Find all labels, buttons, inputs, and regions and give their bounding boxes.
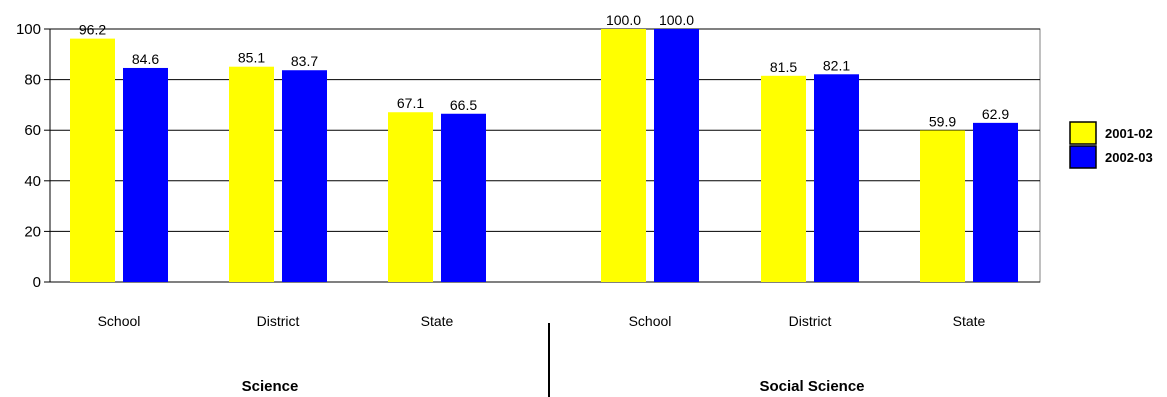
legend-label-2002-03: 2002-03 [1105,150,1153,165]
legend-swatch-2002-03 [1069,145,1097,169]
y-tick-label: 60 [24,122,41,139]
data-label: 84.6 [132,51,159,67]
bar-2002-03-district [282,70,327,282]
y-axis: 0 20 40 60 80 100 [16,21,1040,291]
x-tick-label: State [953,313,986,329]
bar-2002-03-state [441,113,486,282]
group-label-science: Science [242,378,299,395]
bar-2001-02-district [229,66,274,283]
bar-2002-03-district [814,74,859,282]
bar-2001-02-state [920,130,965,282]
data-label: 81.5 [770,59,797,75]
x-tick-label: School [629,313,672,329]
gridlines [50,28,1040,232]
data-label: 67.1 [397,95,424,111]
data-label: 66.5 [450,97,477,113]
data-label: 85.1 [238,50,265,66]
bars [70,29,1018,283]
data-label: 96.2 [79,22,106,38]
bar-2002-03-school [123,67,168,282]
data-label: 59.9 [929,113,956,129]
plot-area [49,28,1041,283]
value-labels: 96.2 85.1 67.1 100.0 81.5 59.9 84.6 83.7 66.5 100… [79,12,1009,129]
data-label: 100.0 [659,12,694,28]
data-label: 83.7 [291,53,318,69]
y-tick-label: 80 [24,72,41,89]
bar-2001-02-school [70,38,115,282]
data-label: 82.1 [823,57,850,73]
x-tick-label: District [789,313,832,329]
bar-2001-02-state [388,112,433,282]
x-tick-label: State [421,313,454,329]
y-tick-label: 0 [33,274,41,291]
data-label: 100.0 [606,12,641,28]
y-tick-label: 40 [24,173,41,190]
x-tick-label: District [257,313,300,329]
x-tick-label: School [98,313,141,329]
legend-swatch-2001-02 [1069,121,1097,145]
y-tick-label: 100 [16,21,41,38]
bar-2002-03-state [973,122,1018,282]
category-labels: School District State School District State [98,313,986,329]
bar-2002-03-school [654,29,699,282]
bar-2001-02-school [601,29,646,282]
group-label-social-science: Social Science [759,378,864,395]
legend-label-2001-02: 2001-02 [1105,126,1153,141]
legend: 2001-02 2002-03 [1069,121,1153,169]
bar-2001-02-district [761,75,806,283]
y-tick-label: 20 [24,223,41,240]
data-label: 62.9 [982,106,1009,122]
